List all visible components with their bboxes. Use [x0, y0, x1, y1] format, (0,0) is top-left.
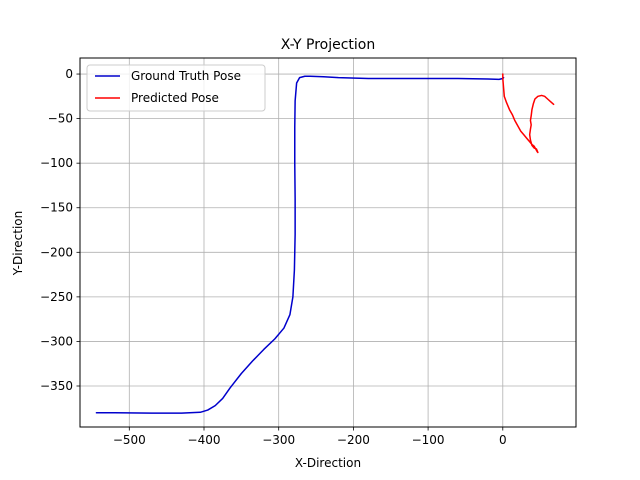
y-tick-label: −300: [40, 334, 73, 348]
ticks: −500 −400 −300 −200 −100 0 0 −50 −100 −150 −200 −25…: [40, 67, 507, 447]
y-tick-label: −200: [40, 245, 73, 259]
series-layer: [95, 73, 555, 414]
x-tick-label: −400: [188, 433, 221, 447]
x-tick-label: −100: [412, 433, 445, 447]
x-tick-label: −200: [337, 433, 370, 447]
y-tick-label: −250: [40, 290, 73, 304]
legend-box: [86, 64, 266, 112]
y-tick-label: −350: [40, 379, 73, 393]
y-tick-label: 0: [65, 67, 73, 81]
legend-label-ground-truth: Ground Truth Pose: [131, 69, 241, 83]
series-ground-truth-pose: [95, 75, 505, 414]
y-tick-label: −150: [40, 201, 73, 215]
chart-title: X-Y Projection: [281, 37, 376, 53]
grid: [80, 58, 576, 427]
series-predicted-pose: [502, 73, 555, 154]
y-tick-label: −100: [40, 156, 73, 170]
legend-label-predicted: Predicted Pose: [131, 91, 219, 105]
x-tick-label: −500: [113, 433, 146, 447]
y-axis-label: Y-Direction: [11, 211, 25, 276]
y-tick-label: −50: [48, 112, 73, 126]
x-axis-label: X-Direction: [295, 456, 361, 470]
x-tick-label: 0: [499, 433, 507, 447]
plot-frame: [79, 57, 577, 428]
legend: Ground Truth Pose Predicted Pose: [86, 64, 266, 112]
x-tick-label: −300: [262, 433, 295, 447]
